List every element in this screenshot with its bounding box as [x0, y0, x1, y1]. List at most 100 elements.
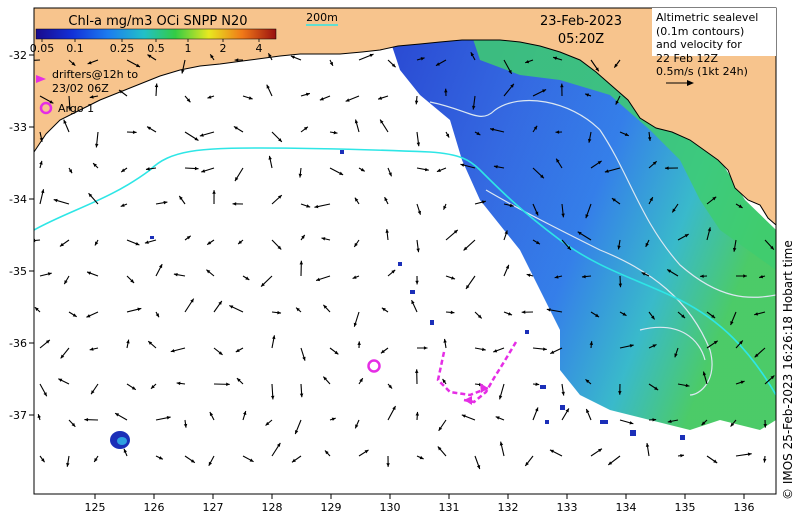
velocity-arrow-head [521, 310, 526, 314]
velocity-arrow-head [329, 61, 333, 66]
x-tick-label: 128 [262, 501, 283, 514]
velocity-arrow-head [126, 339, 130, 344]
velocity-arrow-head [301, 234, 305, 239]
chlorophyll-speckles [150, 150, 685, 440]
velocity-arrow-head [238, 240, 243, 245]
velocity-arrow-head [354, 119, 359, 124]
velocity-arrow-head [39, 160, 43, 165]
velocity-arrow-head [199, 133, 204, 137]
velocity-arrow-head [535, 407, 539, 412]
velocity-arrow-head [641, 272, 646, 276]
velocity-arrow-head [277, 195, 282, 199]
velocity-arrow-head [321, 237, 326, 241]
velocity-arrow-head [525, 59, 530, 64]
info-box: Altimetric sealevel (0.1m contours) and … [652, 8, 776, 86]
velocity-arrow-head [43, 392, 47, 397]
velocity-arrow-head [763, 423, 767, 428]
velocity-arrow-head [415, 369, 419, 373]
velocity-arrow-head [291, 458, 296, 463]
velocity-arrow-head [34, 307, 39, 311]
x-axis: 125 126 127 128 129 130 131 132 133 134 135 136 [85, 494, 755, 514]
velocity-arrow-head [155, 313, 159, 318]
velocity-arrow-head [443, 338, 447, 343]
velocity-arrow-head [465, 284, 470, 289]
velocity-arrow-head [535, 382, 540, 386]
velocity-arrow-head [509, 203, 514, 208]
velocity-arrow-head [60, 354, 65, 359]
velocity-arrow-head [84, 417, 89, 422]
velocity-arrow-head [460, 163, 465, 167]
info-line-3: and velocity for [656, 38, 742, 51]
velocity-arrow-head [53, 198, 58, 203]
velocity-arrow-head [323, 304, 328, 309]
velocity-arrow-head [540, 174, 544, 179]
velocity-arrow-head [438, 426, 443, 431]
velocity-arrow-head [40, 189, 45, 194]
x-tick-label: 126 [144, 501, 165, 514]
velocity-arrow-head [654, 386, 659, 391]
info-line-4: 22 Feb 12Z [656, 52, 718, 65]
velocity-arrow-head [577, 231, 582, 236]
velocity-arrow-head [587, 138, 592, 143]
velocity-arrow-head [236, 378, 241, 382]
velocity-arrow-head [556, 158, 560, 163]
colorbar-tick-label: 2 [220, 42, 227, 55]
velocity-arrow-head [148, 341, 153, 345]
argo-float-marker [367, 359, 381, 373]
velocity-arrows [34, 51, 775, 470]
velocity-arrow-head [380, 349, 385, 354]
velocity-arrow-head [453, 229, 458, 234]
velocity-arrow-head [560, 83, 564, 88]
velocity-arrow-head [183, 423, 188, 428]
velocity-arrow-head [481, 200, 486, 204]
velocity-arrow-head [369, 53, 374, 58]
velocity-arrow-head [622, 312, 627, 316]
info-line-2: (0.1m contours) [656, 25, 744, 38]
velocity-arrow-head [305, 92, 310, 97]
velocity-arrow-head [585, 214, 589, 219]
velocity-arrow-head [331, 417, 336, 421]
velocity-arrow-head [364, 449, 369, 454]
velocity-arrow-head [360, 168, 365, 172]
velocity-arrow-head [419, 455, 424, 460]
velocity-arrow-head [525, 462, 529, 466]
velocity-arrow-head [386, 463, 390, 467]
velocity-arrow-head [243, 410, 247, 415]
velocity-arrow-head [388, 172, 392, 177]
velocity-arrow-head [296, 307, 300, 312]
velocity-arrow-head [762, 458, 767, 463]
plot-frame [33, 7, 777, 495]
scale-arrow-icon [666, 80, 694, 86]
velocity-arrow-head [711, 314, 716, 319]
colorbar-title: Chl-a mg/m3 OCi SNPP N20 [68, 14, 247, 29]
velocity-arrow-head [345, 98, 350, 102]
y-axis: -32 -33 -34 -35 -36 -37 [9, 49, 34, 422]
velocity-arrow-head [229, 305, 234, 309]
velocity-arrow-head [323, 376, 328, 381]
argo-legend-label: Argo 1 [58, 102, 94, 115]
velocity-arrow-head [170, 349, 175, 353]
velocity-arrow-head [585, 93, 590, 97]
velocity-arrow-head [278, 138, 282, 142]
velocity-arrow-head [206, 269, 211, 274]
velocity-arrow-head [212, 190, 216, 194]
colorbar-tick-label: 1 [185, 42, 192, 55]
velocity-arrow-head [618, 391, 622, 395]
velocity-arrow-head [624, 132, 629, 136]
drifter-legend-line-1: drifters@12h to [52, 68, 138, 81]
velocity-arrow-head [68, 169, 73, 174]
velocity-arrow-head [194, 137, 199, 141]
velocity-arrow-head [645, 242, 649, 247]
velocity-arrow-head [385, 229, 389, 233]
velocity-arrow-head [136, 63, 141, 68]
velocity-arrow-head [701, 421, 706, 426]
velocity-arrow-head [132, 130, 137, 135]
velocity-arrow-head [154, 83, 159, 88]
velocity-arrow-head [685, 383, 690, 388]
velocity-arrow-head [471, 105, 476, 110]
velocity-arrow-head [150, 384, 155, 389]
velocity-arrow-head [416, 248, 420, 253]
y-tick-label: -36 [9, 337, 27, 350]
x-tick-label: 134 [616, 501, 637, 514]
velocity-arrow-head [700, 274, 704, 278]
